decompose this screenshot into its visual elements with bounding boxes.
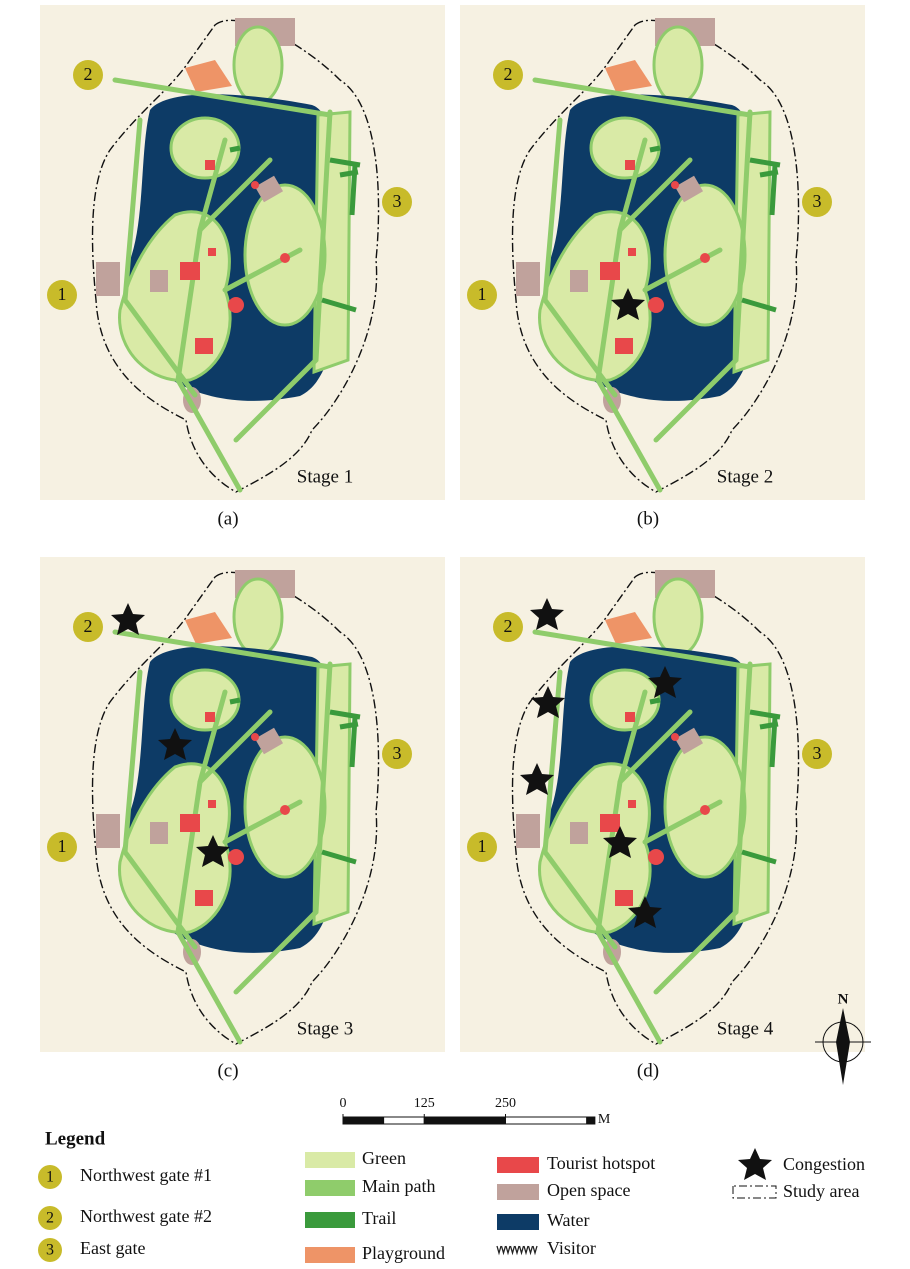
legend-visitor — [511, 1246, 515, 1253]
legend-visitor — [520, 1246, 524, 1253]
stage-label: Stage 1 — [297, 466, 353, 487]
scale-segment — [587, 1117, 595, 1124]
legend-label: Main path — [362, 1176, 436, 1196]
legend-label: Water — [547, 1210, 590, 1230]
legend-label: Trail — [362, 1208, 396, 1228]
gate-number: 1 — [58, 836, 67, 856]
gate-number: 1 — [478, 836, 487, 856]
legend-star — [738, 1148, 772, 1180]
legend-swatch — [497, 1214, 539, 1230]
scale-segment — [424, 1117, 505, 1124]
panel-letter: (b) — [637, 508, 659, 529]
legend-swatch — [305, 1180, 355, 1196]
gate-number: 3 — [813, 191, 822, 211]
legend-gate-name: Northwest gate #2 — [80, 1206, 212, 1226]
legend-study-area — [733, 1186, 776, 1198]
legend-gate-name: Northwest gate #1 — [80, 1165, 212, 1185]
legend-visitor — [529, 1246, 533, 1253]
gate-number: 2 — [84, 64, 93, 84]
legend-gate-number: 1 — [46, 1169, 54, 1186]
scale-label: 0 — [340, 1096, 347, 1111]
stage-label: Stage 4 — [717, 1018, 774, 1039]
map-panel: 1 2 3 Stage 2 (b) — [460, 5, 865, 529]
panel-letter: (c) — [217, 1060, 238, 1081]
gate-number: 2 — [504, 616, 513, 636]
scale-unit: M — [598, 1112, 611, 1127]
legend-label: Green — [362, 1148, 406, 1168]
legend-title: Legend — [45, 1128, 106, 1149]
stage-label: Stage 3 — [297, 1018, 353, 1039]
legend-label: Congestion — [783, 1154, 865, 1174]
legend-visitor — [497, 1246, 501, 1253]
map-panel: 1 2 3 Stage 4 (d) — [460, 557, 865, 1081]
gate-number: 2 — [84, 616, 93, 636]
scale-label: 125 — [414, 1096, 435, 1111]
legend-gate-number: 2 — [46, 1210, 54, 1227]
gate-number: 3 — [813, 743, 822, 763]
legend-visitor — [524, 1246, 528, 1253]
scale-segment — [384, 1117, 425, 1124]
legend-label: Open space — [547, 1180, 630, 1200]
panel-letter: (d) — [637, 1060, 659, 1081]
legend-label: Tourist hotspot — [547, 1153, 655, 1173]
legend-label: Playground — [362, 1243, 445, 1263]
stage-label: Stage 2 — [717, 466, 773, 487]
legend-gate-number: 3 — [46, 1242, 54, 1259]
gate-number: 2 — [504, 64, 513, 84]
scale-label: 250 — [495, 1096, 516, 1111]
gate-number: 3 — [393, 743, 402, 763]
scale-segment — [506, 1117, 587, 1124]
legend-swatch — [497, 1157, 539, 1173]
legend-swatch — [305, 1212, 355, 1228]
legend-visitor — [506, 1246, 510, 1253]
panel-letter: (a) — [217, 508, 238, 529]
figure: 123Stage 1(a)123Stage 2(b)123Stage 3(c)1… — [0, 0, 910, 1269]
legend-swatch — [305, 1152, 355, 1168]
map-panel: 1 2 3 Stage 3 (c) — [40, 557, 445, 1081]
gate-number: 1 — [478, 284, 487, 304]
scale-segment — [343, 1117, 384, 1124]
legend-swatch — [497, 1184, 539, 1200]
legend-visitor — [533, 1246, 537, 1253]
legend-visitor — [515, 1246, 519, 1253]
legend-visitor — [502, 1246, 506, 1253]
gate-number: 1 — [58, 284, 67, 304]
legend-label: Study area — [783, 1181, 859, 1201]
legend-swatch — [305, 1247, 355, 1263]
legend-gate-name: East gate — [80, 1238, 145, 1258]
gate-number: 3 — [393, 191, 402, 211]
legend-label: Visitor — [547, 1238, 596, 1258]
compass-label: N — [838, 991, 849, 1007]
map-panel: 1 2 3 Stage 1 (a) — [40, 5, 445, 529]
